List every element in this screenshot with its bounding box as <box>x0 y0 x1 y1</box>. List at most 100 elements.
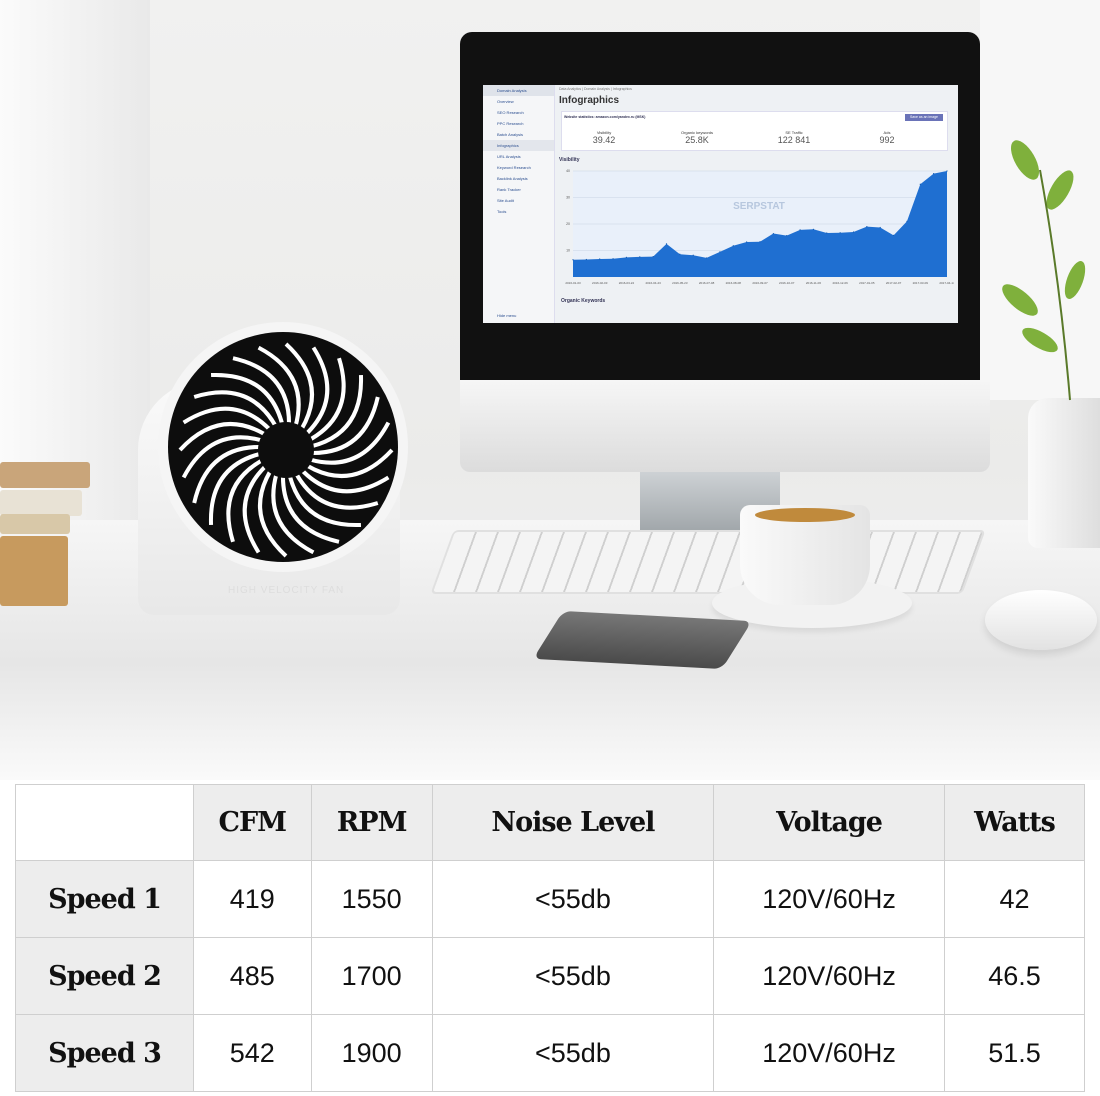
data-point <box>759 241 761 243</box>
cell-cfm: 485 <box>193 937 312 1015</box>
data-point <box>585 258 587 261</box>
serpstat-watermark: SERPSTAT <box>733 201 785 212</box>
y-tick-label: 10 <box>566 249 570 253</box>
data-point <box>599 258 601 260</box>
monitor-chin <box>460 380 990 472</box>
coffee <box>755 508 855 522</box>
sidebar-item[interactable]: Hide menu <box>497 313 517 318</box>
cell-voltage: 120V/60Hz <box>713 937 945 1015</box>
cell-voltage: 120V/60Hz <box>713 860 945 938</box>
header-cfm: CFM <box>193 784 312 861</box>
smartphone <box>532 610 753 670</box>
visibility-chart: 10 20 30 40 2016-01-03 2016-02-03 2016-03-24 20… <box>565 169 954 285</box>
header-watts: Watts <box>943 784 1086 861</box>
books <box>0 462 90 612</box>
sidebar-item[interactable]: PPC Research <box>497 121 524 126</box>
cell-cfm: 542 <box>193 1014 312 1092</box>
data-point <box>826 232 828 234</box>
sidebar-item[interactable]: Domain Analysis <box>483 85 554 96</box>
desk-fan <box>158 322 408 572</box>
y-tick-label: 40 <box>566 169 570 173</box>
y-tick-label: 30 <box>566 196 570 200</box>
stat-visibility: Visibility 39.42 <box>592 130 616 145</box>
visibility-area <box>573 171 947 277</box>
mouse <box>985 590 1097 650</box>
data-point <box>719 251 721 253</box>
data-point <box>866 226 868 228</box>
x-tick-label: 2016-09-07 <box>752 281 768 285</box>
cell-cfm: 419 <box>193 860 312 938</box>
fan-grille-icon <box>178 342 394 558</box>
header-empty <box>15 784 194 861</box>
sidebar-item[interactable]: Site Audit <box>497 198 514 203</box>
cell-noise: <55db <box>431 1014 715 1092</box>
cell-watts: 51.5 <box>943 1014 1086 1092</box>
data-point <box>852 231 855 233</box>
data-point <box>612 258 614 260</box>
plant-leaves <box>1002 140 1086 401</box>
x-tick-label: 2016-04-23 <box>645 281 661 285</box>
x-tick-label: 2016-10-07 <box>779 281 795 285</box>
row-label: Speed 1 <box>15 860 194 938</box>
table-header-row: CFM RPM Noise Level Voltage Watts <box>15 784 1086 861</box>
data-point <box>933 173 935 175</box>
stat-organic-keywords: Organic keywords 25.8K <box>680 130 713 145</box>
x-tick-label: 2017-02-07 <box>886 281 902 285</box>
fan-label: HIGH VELOCITY FAN <box>228 585 345 596</box>
specs-table: CFM RPM Noise Level Voltage Watts Speed … <box>15 784 1086 1092</box>
cell-noise: <55db <box>431 937 715 1015</box>
stat-ads: Ads 992 <box>879 130 895 145</box>
data-point <box>652 255 654 258</box>
sidebar-item[interactable]: URL Analysis <box>497 154 521 159</box>
chart-title: Visibility <box>559 157 580 163</box>
x-tick-label: 2017-04-14 <box>939 281 954 285</box>
cell-rpm: 1700 <box>310 937 433 1015</box>
sidebar-item[interactable]: Overview <box>497 99 514 104</box>
x-tick-label: 2017-03-09 <box>913 281 929 285</box>
data-point <box>839 232 841 234</box>
header-rpm: RPM <box>310 784 433 861</box>
x-tick-label: 2016-05-23 <box>672 281 688 285</box>
sidebar-item[interactable]: Batch Analysis <box>497 132 524 137</box>
save-as-image-button[interactable]: Save as an image <box>905 114 943 121</box>
cell-noise: <55db <box>431 860 715 938</box>
cell-watts: 42 <box>943 860 1086 938</box>
sidebar-item[interactable]: Rank Tracker <box>497 187 521 192</box>
header-noise-level: Noise Level <box>431 784 715 861</box>
data-point <box>812 228 815 230</box>
sidebar-item[interactable]: Keyword Research <box>497 165 531 170</box>
table-row: Speed 1 419 1550 <55db 120V/60Hz 42 <box>15 860 1086 938</box>
header-voltage: Voltage <box>713 784 945 861</box>
stats-panel: Website statistics: amazon.com/yandex.ru… <box>561 111 948 151</box>
x-tick-label: 2016-02-03 <box>592 281 608 285</box>
sidebar-item[interactable]: Infographics <box>483 140 554 151</box>
plant-pot <box>1028 398 1100 548</box>
x-tick-label: 2016-12-06 <box>832 281 848 285</box>
cell-watts: 46.5 <box>943 937 1086 1015</box>
row-label: Speed 2 <box>15 937 194 1015</box>
cell-voltage: 120V/60Hz <box>713 1014 945 1092</box>
data-point <box>799 229 801 231</box>
breadcrumb: Data Analytics | Domain Analysis | Infog… <box>559 87 632 91</box>
monitor-screen: Domain Analysis Overview SEO Research PPC R… <box>483 85 958 323</box>
sidebar-item[interactable]: Backlink Analysis <box>497 176 528 181</box>
organic-keywords-heading: Organic Keywords <box>561 298 606 304</box>
data-point <box>692 254 694 256</box>
data-point <box>892 234 895 236</box>
row-label: Speed 3 <box>15 1014 194 1092</box>
sidebar-item[interactable]: SEO Research <box>497 110 524 115</box>
data-point <box>679 253 681 255</box>
data-point <box>746 241 748 243</box>
stats-caption: Website statistics: amazon.com/yandex.ru… <box>564 115 646 119</box>
data-point <box>732 245 734 247</box>
sidebar-item[interactable]: Tools <box>497 209 507 214</box>
data-point <box>625 256 628 258</box>
x-tick-label: 2016-08-08 <box>726 281 742 285</box>
x-tick-label: 2016-01-03 <box>565 281 581 285</box>
cell-rpm: 1900 <box>310 1014 433 1092</box>
keyboard <box>430 530 986 594</box>
data-point <box>705 257 708 259</box>
y-tick-label: 20 <box>566 222 570 226</box>
data-point <box>879 226 881 229</box>
data-point <box>665 243 668 245</box>
